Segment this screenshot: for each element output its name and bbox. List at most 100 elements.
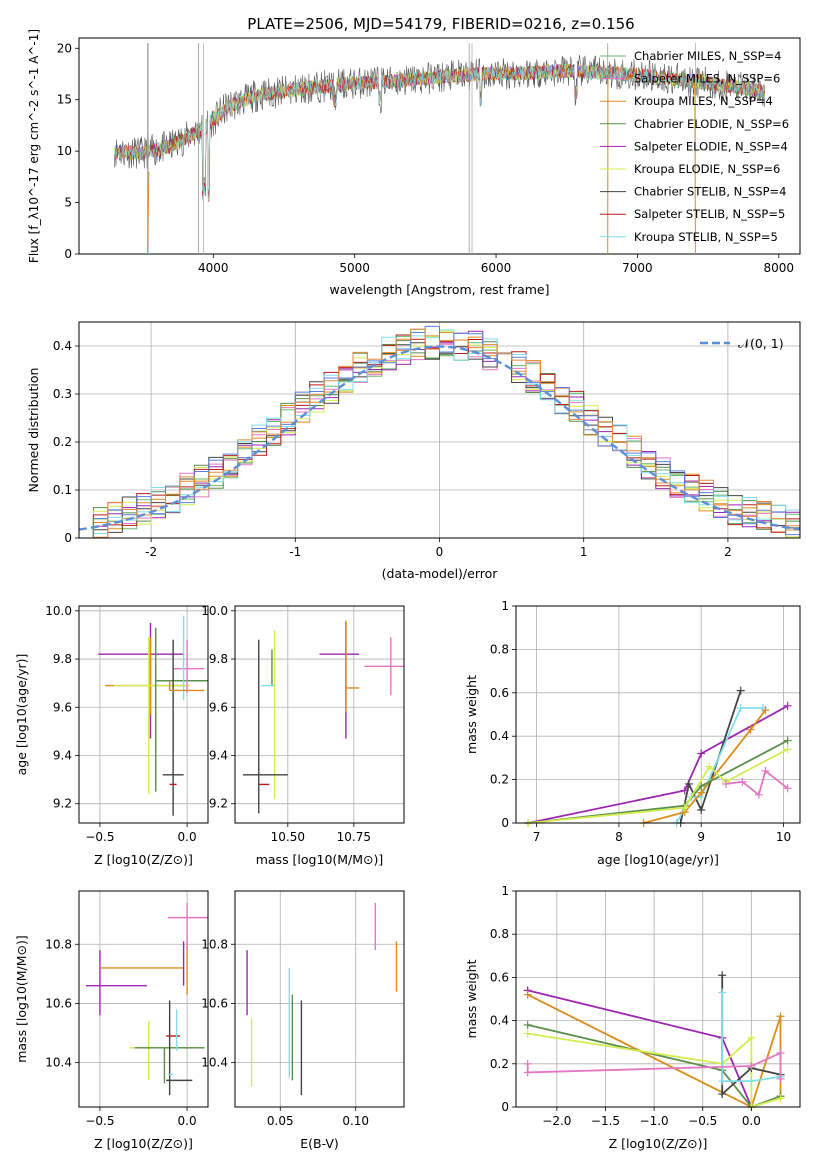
x-tick-label: 10.50 (271, 830, 305, 844)
series-lines (524, 686, 792, 827)
x-tick-label: 6000 (481, 261, 512, 275)
y-tick-label: 0 (501, 1100, 509, 1114)
x-tick-label: 2 (724, 545, 732, 559)
x-tick-label: 9 (697, 830, 705, 844)
spectrum-lines (114, 43, 765, 255)
error-bars (246, 902, 398, 1096)
y-axis-label: Flux [f_λ10^-17 erg cm^-2 s^-1 A^-1] (27, 29, 41, 263)
data-point (783, 736, 792, 745)
x-tick-label: −1.0 (640, 1114, 669, 1128)
y-axis-label: Normed distribution (26, 368, 41, 493)
x-tick-label: 0.0 (742, 1114, 761, 1128)
data-point (746, 725, 755, 734)
y-tick-label: 1 (501, 884, 509, 898)
data-point (705, 762, 714, 771)
legend: 𝒩(0, 1) (700, 336, 784, 351)
x-tick-label: −2.0 (542, 1114, 571, 1128)
y-tick-label: 10.8 (201, 937, 228, 951)
mass-vs-ebv-panel: 0.05 0.10 10.4 10.6 10.8 E(B-V) (201, 890, 405, 1151)
x-tick-label: −1.5 (591, 1114, 620, 1128)
errorbar-kroupa_elodie (113, 637, 191, 795)
y-tick-label: 20 (57, 41, 72, 55)
legend: Chabrier MILES, N_SSP=4 Salpeter MILES, N… (600, 49, 789, 244)
x-tick-label: 7 (533, 830, 541, 844)
x-axis-label: E(B-V) (300, 1136, 339, 1151)
y-tick-label: 0.8 (490, 927, 509, 941)
data-point (776, 1074, 785, 1083)
axes-frame (78, 605, 209, 824)
x-axis-label: wavelength [Angstrom, rest frame] (329, 282, 549, 297)
x-tick-label: 7000 (622, 261, 653, 275)
mass-weight-vs-age-panel: 7 8 9 10 0 0.2 0.4 0.6 0.8 1 age [log10(age/yr)] ma… (464, 599, 801, 867)
x-tick-label: 0 (436, 545, 444, 559)
legend-label: Salpeter STELIB, N_SSP=5 (634, 207, 785, 221)
y-tick-label: 10.6 (201, 996, 228, 1010)
y-tick-label: 0.4 (490, 729, 509, 743)
y-tick-label: 0.2 (490, 1057, 509, 1071)
data-point (721, 779, 730, 788)
data-point (747, 1077, 756, 1086)
error-bars (85, 902, 208, 1096)
normal-curve (78, 345, 801, 531)
data-point (523, 990, 532, 999)
mass-vs-metallicity-panel: −0.5 0.0 10.4 10.6 10.8 Z [log10(Z/Z⊙)] mass [… (14, 890, 209, 1151)
y-tick-label: 0 (64, 247, 72, 261)
x-tick-label: 0.10 (342, 1114, 369, 1128)
axes-frame (78, 890, 209, 1108)
grid (235, 891, 404, 1107)
mass-weight-vs-metallicity-panel: −2.0 −1.5 −1.0 −0.5 0.0 0 0.2 0.4 0.6 0.8 1 Z [log1… (464, 884, 801, 1151)
y-tick-label: 9.4 (53, 748, 72, 762)
data-point (738, 777, 747, 786)
axes-frame (234, 605, 405, 824)
age-vs-metallicity-panel: −0.5 0.0 9.2 9.4 9.6 9.8 10.0 Z [log10(Z/Z⊙)] ag… (14, 604, 209, 867)
x-axis-label: (data-model)/error (382, 566, 499, 581)
spectrum-edge-line (147, 171, 150, 255)
legend-label: Salpeter ELODIE, N_SSP=4 (634, 139, 788, 153)
histograms (79, 325, 800, 539)
x-tick-label: −0.5 (85, 1114, 114, 1128)
axes-frame (78, 37, 801, 255)
series-kroupa_miles (639, 706, 770, 827)
x-axis-label: Z [log10(Z/Z⊙)] (94, 852, 193, 867)
x-tick-label: 8 (615, 830, 623, 844)
data-point (718, 1090, 727, 1099)
y-tick-label: 10.0 (201, 604, 228, 618)
y-tick-label: 1 (501, 599, 509, 613)
legend-label: 𝒩(0, 1) (738, 336, 784, 351)
y-axis-label: age [log10(age/yr)] (14, 654, 29, 776)
series-chabrier_elodie (524, 736, 792, 827)
y-tick-label: 0.2 (53, 435, 72, 449)
error-bars (242, 620, 404, 814)
y-tick-label: 9.6 (209, 700, 228, 714)
y-tick-label: 0.2 (490, 773, 509, 787)
y-tick-label: 0.1 (53, 483, 72, 497)
x-tick-label: 0.0 (178, 830, 197, 844)
errorbar-kroupa_miles (345, 620, 360, 713)
y-tick-label: 10.8 (45, 937, 72, 951)
y-tick-label: 9.2 (209, 797, 228, 811)
y-tick-label: 15 (57, 93, 72, 107)
x-tick-label: 10 (776, 830, 791, 844)
y-tick-label: 9.2 (53, 797, 72, 811)
data-point (697, 805, 706, 814)
histogram-extra_hist_blue (79, 325, 800, 539)
grid (235, 606, 404, 823)
histogram-chabrier_stelib (79, 342, 800, 539)
x-tick-label: −0.5 (85, 830, 114, 844)
spectrum-panel: 4000 5000 6000 7000 8000 0 5 10 15 20 Chabrier MIL… (27, 29, 801, 297)
data-point (523, 1020, 532, 1029)
errorbar-salpeter_elodie (85, 950, 147, 1016)
data-point (736, 686, 745, 695)
errorbar-kroupa_miles (168, 680, 205, 692)
y-axis-label: mass weight (464, 959, 479, 1038)
x-tick-label: 10.75 (337, 830, 371, 844)
figure-title: PLATE=2506, MJD=54179, FIBERID=0216, z=0… (247, 15, 634, 33)
data-point (776, 1049, 785, 1057)
x-axis-label: age [log10(age/yr)] (597, 852, 719, 867)
x-tick-label: 1 (580, 545, 588, 559)
data-point (747, 1033, 756, 1042)
data-point (754, 790, 763, 799)
y-tick-label: 9.8 (53, 652, 72, 666)
x-tick-label: -1 (289, 545, 301, 559)
